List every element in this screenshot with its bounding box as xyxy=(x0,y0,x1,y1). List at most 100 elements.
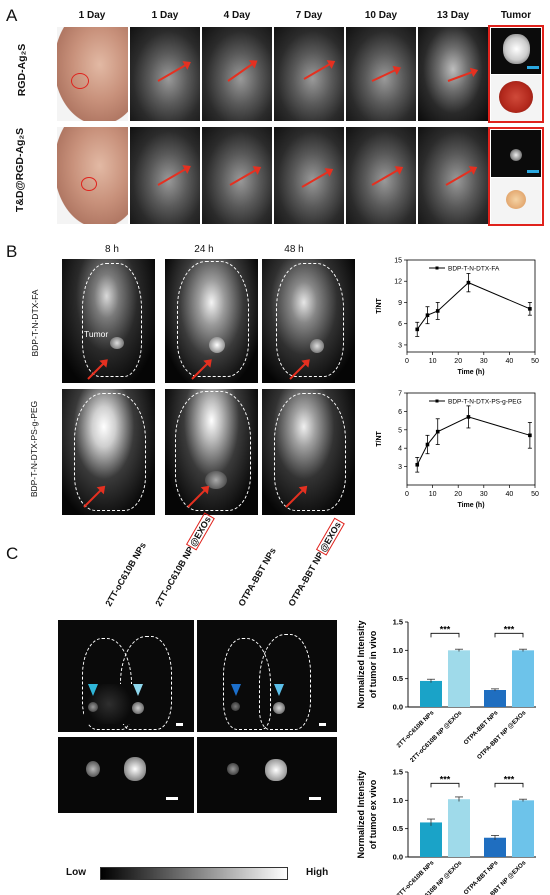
nir-image-a2-4 xyxy=(346,127,416,224)
plot-frame xyxy=(406,392,536,486)
tumor-nir-a1 xyxy=(491,28,541,74)
bar xyxy=(484,837,506,857)
x-tick-label: 40 xyxy=(506,491,514,498)
y-tick-label: 0.0 xyxy=(393,853,403,862)
category-label: 2TT-oC610B NP @EXOs xyxy=(409,709,464,762)
x-axis-label: Time (h) xyxy=(457,369,484,376)
panel-b-letter: B xyxy=(6,242,18,261)
data-point xyxy=(528,433,532,438)
bar xyxy=(420,680,442,707)
nir-image-a2-2 xyxy=(202,127,272,224)
y-axis-label: of tumor in vivo xyxy=(368,630,378,698)
significance-stars: *** xyxy=(440,774,451,784)
tumor-nir-a2 xyxy=(491,130,541,177)
significance-bracket xyxy=(494,782,524,788)
x-tick-label: 20 xyxy=(454,358,462,365)
x-tick-label: 30 xyxy=(480,491,488,498)
bar xyxy=(484,690,506,707)
bar-chart-2: 0.0 0.5 1.0 1.5 Normalized Intensity of tumor… xyxy=(356,768,536,895)
y-tick-label: 9 xyxy=(398,300,402,307)
bar xyxy=(448,799,470,857)
significance-stars: *** xyxy=(504,774,515,784)
bar-chart-1: 0.0 0.5 1.0 1.5 Normalized Intensity of tumor… xyxy=(356,618,536,762)
significance-stars: *** xyxy=(440,624,451,634)
panel-c-letter: C xyxy=(6,544,19,563)
col-label-a-4: 10 Day xyxy=(364,10,398,21)
tumor-photo-a2 xyxy=(491,178,541,224)
data-point xyxy=(425,442,430,447)
mouse-photo-a1 xyxy=(57,27,128,121)
legend-marker xyxy=(435,399,439,403)
series-line xyxy=(416,282,531,330)
data-point xyxy=(435,309,440,313)
nir-image-a1-1 xyxy=(130,27,200,121)
data-point xyxy=(466,415,471,419)
col-label-c-2: OTPA-BBT NPs xyxy=(236,545,278,608)
data-point xyxy=(415,462,420,467)
data-point xyxy=(528,307,532,311)
bar xyxy=(448,650,470,707)
panel-a-letter: A xyxy=(6,6,18,25)
x-tick-label: 10 xyxy=(429,491,437,498)
y-tick-label: 0.5 xyxy=(393,674,403,683)
y-tick-label: 5 xyxy=(398,427,402,434)
y-tick-label: 1.0 xyxy=(393,796,403,805)
col-label-c-3: OTPA-BBT NP@EXOs xyxy=(286,517,345,608)
col-label-b-2: 48 h xyxy=(284,244,304,255)
intensity-scale-bar xyxy=(100,867,288,880)
category-label: OTPA-BBT NP @EXOs xyxy=(476,709,528,761)
data-point xyxy=(466,280,471,285)
tumor-box-a2 xyxy=(488,127,544,226)
legend-label: BDP-T-N-DTX-FA xyxy=(448,266,500,273)
y-tick-label: 1.5 xyxy=(393,618,403,627)
col-label-b-0: 8 h xyxy=(105,244,119,255)
y-axis-label: Normalized Intensity xyxy=(356,770,366,858)
y-tick-label: 6 xyxy=(398,409,402,416)
legend-label: BDP-T-N-DTX-PS-g-PEG xyxy=(448,399,522,406)
fluor-image-b2-1 xyxy=(62,389,155,515)
x-tick-label: 0 xyxy=(405,491,409,498)
col-label-a-2: 4 Day xyxy=(223,10,251,21)
nir-image-c1 xyxy=(58,620,194,732)
x-axis-label: Time (h) xyxy=(457,502,484,509)
row-label-b-1: BDP-T-N-DTX-PS-g-PEG xyxy=(29,400,39,498)
col-label-c-1: 2TT-oC610B NP@EXOs xyxy=(153,512,215,608)
y-axis-label: T/NT xyxy=(376,298,383,314)
scale-high-label: High xyxy=(306,867,329,878)
y-axis-label: of tumor ex vivo xyxy=(368,779,378,849)
col-label-a-6: Tumor xyxy=(500,10,532,21)
significance-bracket xyxy=(430,782,460,788)
y-tick-label: 6 xyxy=(398,321,402,328)
bar xyxy=(512,800,534,857)
y-tick-label: 3 xyxy=(398,464,402,471)
y-tick-label: 12 xyxy=(394,279,402,286)
data-point xyxy=(435,429,440,434)
fluor-image-b2-2 xyxy=(165,389,258,515)
significance-bracket xyxy=(494,632,524,638)
bar xyxy=(512,650,534,707)
line-chart-2: 0 10 20 30 40 50 3 4 5 6 7 Time (h) T/NT BDP-T-N-DTX-… xyxy=(376,391,539,510)
line-chart-1: 0 10 20 30 40 50 3 6 9 12 15 Time (h) T/NT BDP-T-N-DT… xyxy=(376,258,539,377)
nir-image-a2-1 xyxy=(130,127,200,224)
nir-image-c2 xyxy=(197,620,337,732)
series-line xyxy=(416,416,531,465)
tumor-photo-a1 xyxy=(491,75,541,121)
col-label-a-0: 1 Day xyxy=(78,10,106,21)
row-label-a-1: T&D@RGD-Ag₂S xyxy=(14,127,26,213)
y-tick-label: 15 xyxy=(394,258,402,265)
x-tick-label: 50 xyxy=(531,358,539,365)
y-axis-label: T/NT xyxy=(376,431,383,447)
y-tick-label: 3 xyxy=(398,342,402,349)
nir-image-a2-3 xyxy=(274,127,344,224)
data-point xyxy=(425,313,430,317)
x-tick-label: 40 xyxy=(506,358,514,365)
col-label-c-0: 2TT-oC610B NPs xyxy=(103,540,149,608)
data-point xyxy=(415,327,420,332)
col-label-a-5: 13 Day xyxy=(436,10,470,21)
y-axis-label: Normalized Intensity xyxy=(356,620,366,708)
mouse-photo-a2 xyxy=(57,127,128,224)
x-tick-label: 20 xyxy=(454,491,462,498)
x-tick-label: 30 xyxy=(480,358,488,365)
row-label-b-0: BDP-T-N-DTX-FA xyxy=(30,289,40,357)
col-label-b-1: 24 h xyxy=(194,244,214,255)
